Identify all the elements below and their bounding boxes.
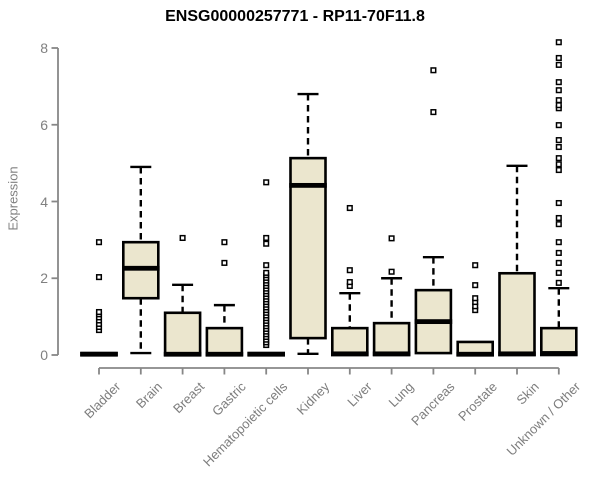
chart-title: ENSG00000257771 - RP11-70F11.8: [165, 8, 425, 25]
outlier-point: [555, 221, 562, 228]
outlier-point: [555, 161, 562, 168]
box-breast: [163, 311, 202, 357]
y-tick-label: 2: [40, 270, 48, 287]
box-unknown-other: [539, 326, 578, 357]
median-line: [331, 351, 369, 357]
outlier-point: [472, 262, 479, 269]
box-skin: [498, 271, 536, 357]
median-line: [414, 319, 453, 325]
median-line: [540, 351, 578, 356]
y-tick-label: 0: [40, 347, 48, 363]
outlier-point: [555, 269, 562, 276]
y-tick-label: 8: [40, 40, 48, 56]
outlier-point: [555, 97, 562, 104]
median-line: [163, 351, 202, 357]
outlier-point: [555, 155, 562, 162]
outlier-point: [555, 166, 562, 174]
outlier-point: [346, 279, 353, 286]
outlier-point: [95, 308, 103, 316]
outlier-point: [179, 234, 186, 242]
outlier-point: [555, 79, 562, 86]
box-kidney: [289, 156, 327, 340]
outlier-point: [430, 67, 437, 74]
outlier-point: [555, 102, 562, 109]
outlier-point: [555, 137, 562, 144]
outlier-point: [555, 249, 562, 256]
median-line: [80, 351, 118, 357]
outlier-point: [388, 235, 395, 242]
outlier-point: [472, 282, 479, 289]
median-line: [289, 182, 327, 188]
outlier-point: [555, 87, 562, 94]
y-tick-label: 4: [40, 193, 48, 210]
outlier-point: [555, 259, 562, 266]
outlier-point: [555, 54, 562, 62]
box-lung: [372, 321, 411, 357]
outlier-point: [95, 239, 103, 246]
outlier-point: [472, 295, 479, 302]
outlier-point: [555, 199, 562, 207]
median-line: [205, 351, 244, 357]
median-line: [247, 351, 285, 357]
outlier-point: [221, 239, 228, 246]
outlier-point: [346, 267, 353, 274]
outlier-point: [263, 240, 270, 247]
box-liver: [330, 326, 369, 357]
outlier-point: [346, 204, 353, 212]
outlier-point: [555, 279, 562, 286]
outlier-point: [388, 268, 395, 275]
outlier-point: [555, 214, 562, 222]
outlier-point: [555, 122, 562, 129]
outlier-point: [555, 143, 562, 151]
outlier-point: [430, 109, 437, 116]
outlier-point: [263, 234, 270, 242]
box-gastric: [205, 326, 244, 357]
outlier-point: [555, 39, 562, 46]
median-line: [498, 351, 536, 357]
outlier-point: [221, 259, 228, 266]
outlier-point: [263, 179, 270, 186]
median-line: [456, 351, 494, 357]
outlier-point: [555, 239, 562, 246]
outlier-point: [555, 61, 562, 68]
median-line: [372, 351, 411, 357]
outlier-point: [263, 262, 270, 269]
median-line: [122, 265, 160, 271]
y-tick-label: 6: [40, 116, 48, 133]
outlier-point: [95, 274, 103, 281]
outlier-point: [263, 269, 270, 276]
